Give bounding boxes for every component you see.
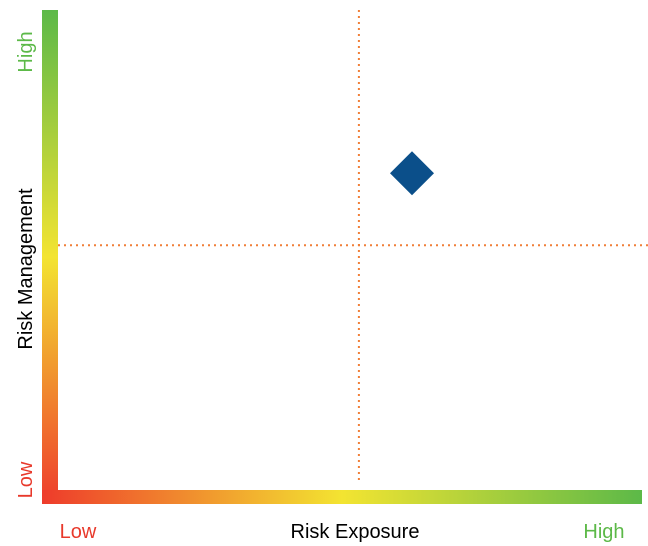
x-axis-title: Risk Exposure	[291, 521, 420, 543]
x-axis-low-label: Low	[60, 521, 97, 543]
x-axis-high-label: High	[583, 521, 624, 543]
data-points	[390, 151, 434, 196]
x-axis-gradient-bar	[42, 490, 642, 504]
data-point-diamond	[390, 151, 434, 196]
y-axis-gradient-bar	[42, 10, 58, 504]
y-axis-title: Risk Management	[15, 188, 37, 350]
y-axis-low-label: Low	[15, 461, 37, 498]
y-axis-high-label: High	[15, 31, 37, 72]
